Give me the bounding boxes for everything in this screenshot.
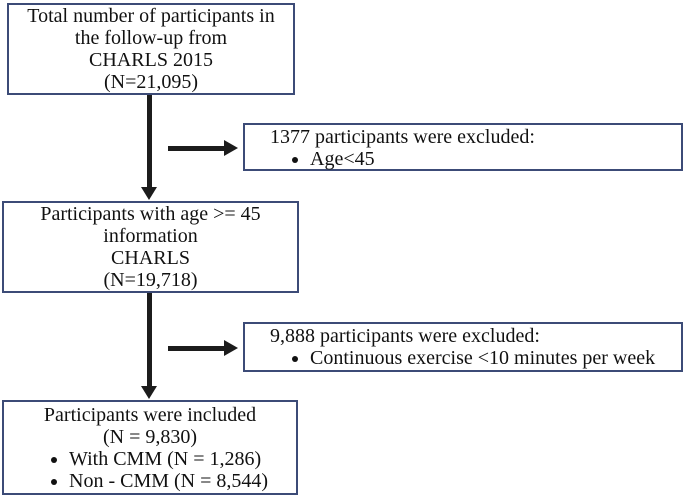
arrowhead-down-2-icon <box>141 386 157 399</box>
box-text-line: CHARLS <box>111 247 190 269</box>
box-text-line: Total number of participants in <box>27 5 275 27</box>
included-group: Non - CMM (N = 8,544) <box>69 470 296 492</box>
exclusion-title: 9,888 participants were excluded: <box>270 325 540 347</box>
box-text-line: CHARLS 2015 <box>89 49 213 71</box>
arrowhead-right-2-icon <box>224 340 238 356</box>
exclusion-title: 1377 participants were excluded: <box>270 126 535 148</box>
box-text-line: information <box>103 225 198 247</box>
box-text-line: the follow-up from <box>74 27 228 49</box>
box-text-line: Participants were included <box>43 403 257 426</box>
box-text-line: (N = 9,830) <box>102 425 198 448</box>
box-age-filtered: Participants with age >= 45 information … <box>2 201 299 293</box>
arrowhead-right-1-icon <box>224 140 238 156</box>
box-text-line: (N=21,095) <box>103 71 199 93</box>
arrow-down-2 <box>147 293 152 387</box>
box-excluded-age: 1377 participants were excluded: Age<45 <box>243 123 683 171</box>
arrow-down-1 <box>147 95 152 188</box>
box-total-participants: Total number of participants in the foll… <box>7 3 295 95</box>
box-text-line: (N=19,718) <box>103 269 198 291</box>
box-excluded-exercise: 9,888 participants were excluded: Contin… <box>243 322 683 372</box>
exclusion-reason: Age<45 <box>310 148 681 170</box>
exclusion-reason: Continuous exercise <10 minutes per week <box>310 347 681 369</box>
included-group: With CMM (N = 1,286) <box>69 448 296 470</box>
box-text-line: Participants with age >= 45 <box>40 203 261 225</box>
arrow-right-1 <box>168 146 224 151</box>
arrow-right-2 <box>168 346 224 351</box>
arrowhead-down-1-icon <box>141 187 157 200</box>
box-included-participants: Participants were included (N = 9,830) W… <box>2 400 298 495</box>
